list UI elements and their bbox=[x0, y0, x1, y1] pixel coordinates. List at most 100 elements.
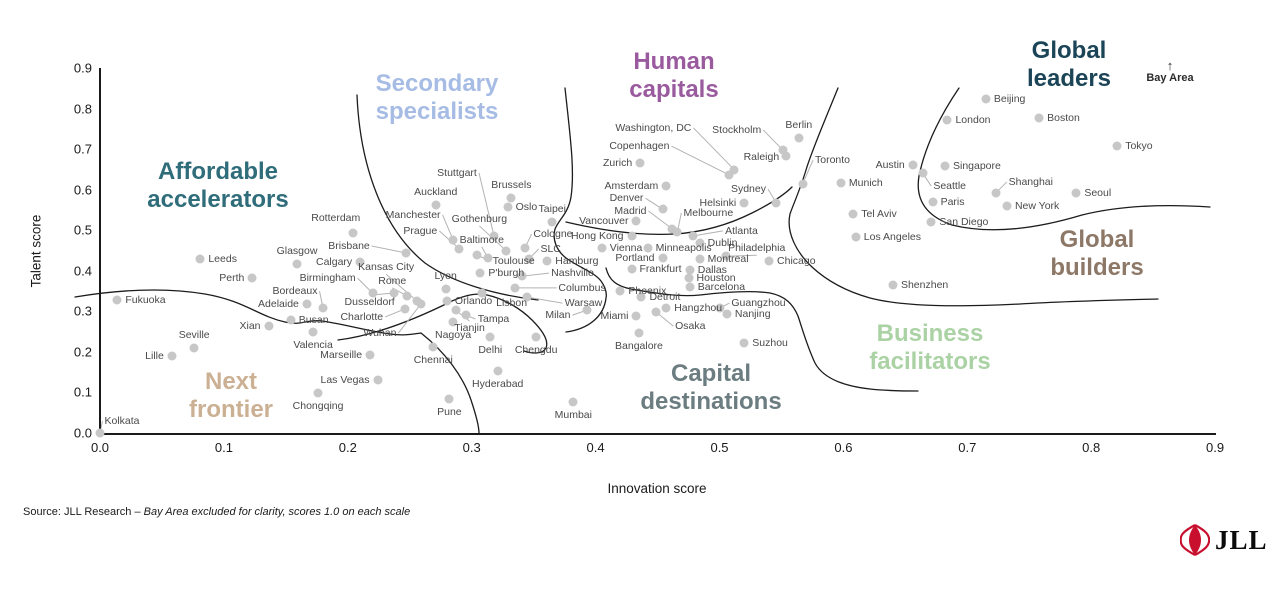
region-label-secondary-specialists: Secondary specialists bbox=[376, 70, 499, 126]
region-label-capital-destinations: Capital destinations bbox=[640, 360, 781, 416]
x-axis-tick: 0.1 bbox=[214, 440, 233, 455]
x-axis-tick: 0.6 bbox=[834, 440, 853, 455]
city-dot bbox=[524, 254, 534, 264]
city-label: Kansas City bbox=[358, 261, 415, 274]
city-dot bbox=[400, 304, 410, 314]
y-axis-tick: 0.2 bbox=[73, 344, 92, 360]
city-dot bbox=[451, 305, 461, 315]
city-dot bbox=[778, 145, 788, 155]
city-dot bbox=[428, 342, 438, 352]
city-dot bbox=[292, 259, 302, 269]
source-note: Source: JLL Research – Bay Area excluded… bbox=[23, 506, 410, 518]
city-dot bbox=[444, 394, 454, 404]
region-label-line: accelerators bbox=[147, 186, 289, 213]
city-dot bbox=[520, 243, 530, 253]
x-axis-tick: 0.2 bbox=[338, 440, 357, 455]
region-label-line: Business bbox=[876, 320, 984, 347]
city-label: Tianjin bbox=[454, 322, 485, 335]
city-dot bbox=[472, 250, 482, 260]
city-dot bbox=[477, 288, 487, 298]
city-dot bbox=[615, 286, 625, 296]
city-dot bbox=[389, 288, 399, 298]
city-dot bbox=[568, 397, 578, 407]
bay-area-annotation: ↑ Bay Area bbox=[1140, 59, 1200, 84]
city-label: Miami bbox=[600, 310, 629, 323]
city-label: Copenhagen bbox=[609, 140, 670, 153]
city-label: Philadelphia bbox=[728, 242, 786, 255]
city-label: Mumbai bbox=[554, 409, 592, 422]
leader-line bbox=[693, 127, 735, 171]
region-label-line: specialists bbox=[375, 98, 499, 125]
city-label: Munich bbox=[848, 177, 883, 190]
region-label-line: capitals bbox=[629, 76, 719, 103]
city-label: Manchester bbox=[385, 208, 441, 221]
leader-line bbox=[371, 245, 407, 254]
city-dot bbox=[506, 193, 516, 203]
city-label: Houston bbox=[696, 272, 736, 285]
city-label: Chongqing bbox=[292, 399, 344, 412]
city-dot bbox=[635, 158, 645, 168]
city-label: Seville bbox=[178, 328, 210, 341]
city-dot bbox=[167, 351, 177, 361]
city-label: Kolkata bbox=[104, 415, 140, 427]
city-label: Orlando bbox=[454, 295, 493, 308]
city-dot bbox=[627, 264, 637, 274]
city-dot bbox=[658, 204, 667, 214]
city-dot bbox=[739, 198, 749, 208]
city-dot bbox=[781, 151, 791, 161]
city-label: Singapore bbox=[952, 160, 1001, 173]
y-axis-tick: 0.3 bbox=[73, 303, 92, 319]
city-label: Marseille bbox=[320, 349, 363, 362]
city-label: Tel Aviv bbox=[861, 208, 897, 221]
city-label: Xian bbox=[239, 319, 261, 332]
city-dot bbox=[672, 227, 682, 237]
x-axis-tick: 0.8 bbox=[1082, 440, 1101, 455]
boundary-global-leaders bbox=[917, 87, 1211, 231]
city-label: Auckland bbox=[414, 186, 458, 199]
city-label: Pune bbox=[437, 405, 462, 418]
leader-line bbox=[478, 172, 495, 237]
x-axis-tick: 0.4 bbox=[586, 440, 605, 455]
city-dot bbox=[634, 328, 644, 338]
leader-line bbox=[527, 296, 563, 304]
city-dot bbox=[189, 343, 199, 353]
city-label: Perth bbox=[219, 272, 245, 285]
city-label: Birmingham bbox=[299, 272, 356, 285]
city-label: Oslo bbox=[515, 201, 538, 214]
region-label-human-capitals: Human capitals bbox=[629, 48, 718, 104]
city-label: Columbus bbox=[558, 281, 606, 294]
x-axis-tick: 0.5 bbox=[710, 440, 729, 455]
city-label: Nanjing bbox=[734, 308, 771, 321]
y-axis-tick: 0.0 bbox=[73, 425, 92, 441]
city-label: Dublin bbox=[707, 236, 738, 249]
city-dot bbox=[517, 271, 527, 281]
city-label: Chicago bbox=[777, 255, 816, 268]
city-dot bbox=[489, 231, 499, 241]
y-axis-tick: 0.7 bbox=[73, 141, 92, 157]
city-label: Suzhou bbox=[752, 336, 788, 349]
city-label: Lisbon bbox=[496, 297, 528, 310]
city-label: Chengdu bbox=[514, 343, 558, 356]
jll-logo-mark-icon bbox=[1180, 524, 1210, 556]
city-dot bbox=[348, 228, 358, 238]
boundary-secondary-west bbox=[356, 94, 539, 301]
city-label: Detroit bbox=[649, 291, 681, 304]
city-label: Frankfurt bbox=[639, 263, 682, 276]
city-dot bbox=[1002, 201, 1012, 211]
city-label: Portland bbox=[615, 252, 655, 265]
region-label-line: Global bbox=[1059, 226, 1135, 253]
region-label-line: Human bbox=[633, 48, 715, 75]
city-dot bbox=[851, 232, 861, 242]
city-label: Chennai bbox=[413, 354, 453, 367]
city-label: Minneapolis bbox=[655, 242, 712, 255]
city-dot bbox=[798, 179, 807, 189]
city-dot bbox=[836, 178, 846, 188]
city-label: Phoenix bbox=[628, 285, 667, 298]
city-label: Warsaw bbox=[564, 297, 603, 310]
city-dot bbox=[715, 303, 724, 313]
region-label-line: builders bbox=[1050, 254, 1144, 281]
city-label: Hyderabad bbox=[472, 377, 524, 390]
city-label: Leeds bbox=[208, 253, 237, 266]
city-dot bbox=[501, 246, 511, 256]
city-label: Cologne bbox=[533, 228, 573, 241]
